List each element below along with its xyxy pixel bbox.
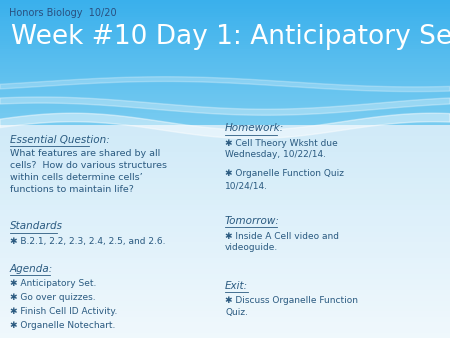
Bar: [0, 122, 450, 124]
Bar: [0, 15, 450, 17]
Bar: [0, 242, 450, 247]
Bar: [0, 103, 450, 105]
Bar: [0, 53, 450, 56]
Bar: [0, 124, 450, 126]
Text: Essential Question:: Essential Question:: [10, 135, 110, 145]
Text: Week #10 Day 1: Anticipatory Set: Week #10 Day 1: Anticipatory Set: [11, 24, 450, 50]
Bar: [0, 162, 450, 168]
Bar: [0, 81, 450, 83]
Bar: [0, 280, 450, 285]
Bar: [0, 94, 450, 96]
Bar: [0, 311, 450, 317]
Bar: [0, 118, 450, 120]
Bar: [0, 58, 450, 60]
Bar: [0, 4, 450, 6]
Bar: [0, 51, 450, 53]
Bar: [0, 111, 450, 114]
Bar: [0, 26, 450, 28]
Bar: [0, 56, 450, 58]
Bar: [0, 107, 450, 109]
Bar: [0, 75, 450, 77]
Bar: [0, 92, 450, 94]
Bar: [0, 8, 450, 11]
Bar: [0, 141, 450, 146]
Text: Standards: Standards: [10, 221, 63, 232]
Bar: [0, 66, 450, 69]
Bar: [0, 152, 450, 157]
Bar: [0, 285, 450, 290]
Bar: [0, 60, 450, 62]
Bar: [0, 64, 450, 66]
Bar: [0, 274, 450, 280]
Bar: [0, 114, 450, 116]
Text: Tomorrow:: Tomorrow:: [225, 216, 280, 226]
Bar: [0, 184, 450, 189]
Bar: [0, 90, 450, 92]
Bar: [0, 71, 450, 73]
Bar: [0, 194, 450, 199]
Bar: [0, 173, 450, 178]
Bar: [0, 146, 450, 152]
Bar: [0, 317, 450, 322]
Bar: [0, 199, 450, 205]
Bar: [0, 17, 450, 19]
Bar: [0, 73, 450, 75]
Bar: [0, 86, 450, 88]
Text: ✱ Go over quizzes.: ✱ Go over quizzes.: [10, 293, 95, 302]
Bar: [0, 205, 450, 210]
Bar: [0, 83, 450, 86]
Bar: [0, 30, 450, 32]
Bar: [0, 49, 450, 51]
Bar: [0, 189, 450, 194]
Bar: [0, 136, 450, 141]
Text: Homework:: Homework:: [225, 123, 284, 134]
Bar: [0, 34, 450, 37]
Bar: [0, 210, 450, 216]
Text: ✱ Organelle Function Quiz
10/24/14.: ✱ Organelle Function Quiz 10/24/14.: [225, 169, 344, 190]
Bar: [0, 79, 450, 81]
Text: ✱ B.2.1, 2.2, 2.3, 2.4, 2.5, and 2.6.: ✱ B.2.1, 2.2, 2.3, 2.4, 2.5, and 2.6.: [10, 237, 166, 246]
Bar: [0, 62, 450, 64]
Bar: [0, 226, 450, 232]
Bar: [0, 178, 450, 184]
Bar: [0, 105, 450, 107]
Text: ✱ Cell Theory Wksht due
Wednesday, 10/22/14.: ✱ Cell Theory Wksht due Wednesday, 10/22…: [225, 139, 338, 160]
Bar: [0, 43, 450, 45]
Bar: [0, 13, 450, 15]
Bar: [0, 120, 450, 122]
Bar: [0, 232, 450, 237]
Bar: [0, 41, 450, 43]
Bar: [0, 37, 450, 39]
Bar: [0, 322, 450, 327]
Bar: [0, 0, 450, 2]
Bar: [0, 88, 450, 90]
Bar: [0, 101, 450, 103]
Bar: [0, 45, 450, 47]
Text: What features are shared by all
cells?  How do various structures
within cells d: What features are shared by all cells? H…: [10, 149, 167, 194]
Bar: [0, 2, 450, 4]
Bar: [0, 24, 450, 26]
Text: Honors Biology  10/20: Honors Biology 10/20: [9, 8, 117, 19]
Bar: [0, 247, 450, 253]
Bar: [0, 28, 450, 30]
Bar: [0, 39, 450, 41]
Bar: [0, 109, 450, 111]
Bar: [0, 269, 450, 274]
Bar: [0, 216, 450, 221]
Bar: [0, 295, 450, 301]
Text: ✱ Inside A Cell video and
videoguide.: ✱ Inside A Cell video and videoguide.: [225, 232, 339, 252]
Bar: [0, 32, 450, 34]
Text: ✱ Anticipatory Set.: ✱ Anticipatory Set.: [10, 279, 96, 288]
Bar: [0, 11, 450, 13]
Bar: [0, 333, 450, 338]
Bar: [0, 6, 450, 8]
Bar: [0, 47, 450, 49]
Bar: [0, 126, 450, 128]
Text: ✱ Organelle Notechart.: ✱ Organelle Notechart.: [10, 321, 115, 331]
Bar: [0, 264, 450, 269]
Bar: [0, 258, 450, 264]
Text: ✱ Discuss Organelle Function
Quiz.: ✱ Discuss Organelle Function Quiz.: [225, 296, 358, 317]
Bar: [0, 306, 450, 311]
Bar: [0, 96, 450, 98]
